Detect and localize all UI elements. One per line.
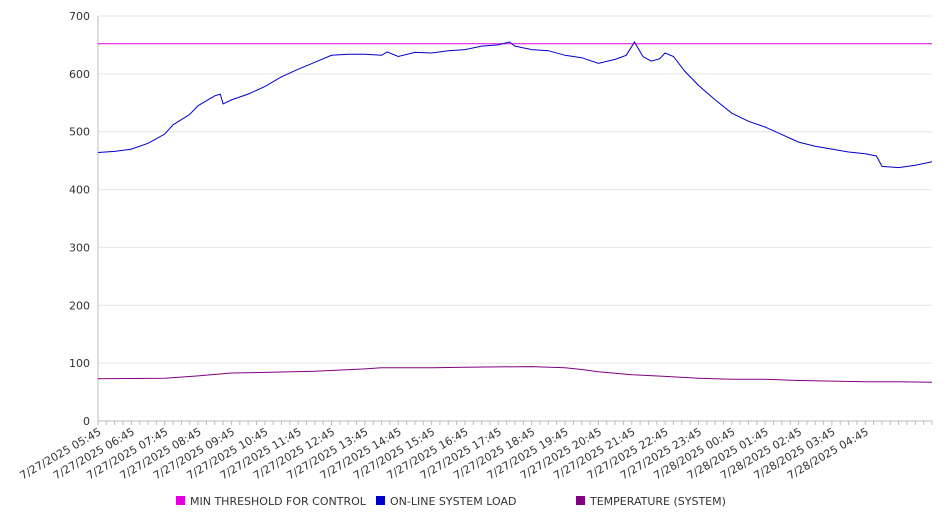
legend-swatch bbox=[576, 496, 585, 505]
series-layer bbox=[97, 41, 933, 383]
legend-label: TEMPERATURE (SYSTEM) bbox=[589, 495, 726, 508]
y-tick-label: 200 bbox=[69, 299, 90, 312]
y-tick-label: 100 bbox=[69, 357, 90, 370]
y-tick-label: 600 bbox=[69, 68, 90, 81]
grid-layer bbox=[98, 15, 932, 422]
series-line bbox=[97, 366, 933, 383]
series-line bbox=[97, 41, 933, 169]
legend-swatch bbox=[176, 496, 185, 505]
y-tick-label: 500 bbox=[69, 126, 90, 139]
legend-label: ON-LINE SYSTEM LOAD bbox=[390, 495, 516, 508]
y-tick-label: 0 bbox=[83, 415, 90, 428]
x-axis: 7/27/2025 05:457/27/2025 06:457/27/2025 … bbox=[18, 420, 933, 482]
y-tick-label: 400 bbox=[69, 184, 90, 197]
legend-swatch bbox=[376, 496, 385, 505]
y-tick-label: 700 bbox=[69, 10, 90, 23]
y-tick-label: 300 bbox=[69, 241, 90, 254]
legend: MIN THRESHOLD FOR CONTROL ON-LINE SYSTEM … bbox=[176, 495, 726, 508]
legend-label: MIN THRESHOLD FOR CONTROL bbox=[190, 495, 367, 508]
y-axis: 0 100 200 300 400 500 600 700 bbox=[69, 10, 99, 428]
